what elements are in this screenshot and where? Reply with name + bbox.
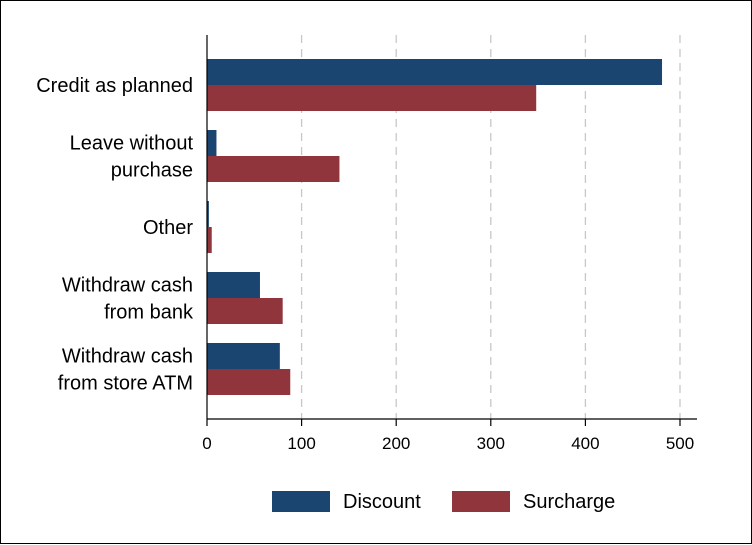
bar-discount-4	[207, 343, 280, 369]
category-labels: Credit as planned Leave without purchase Ot…	[36, 75, 194, 395]
tick-label-100: 100	[287, 434, 315, 453]
category-label-0-0: Credit as planned	[36, 75, 193, 97]
tick-label-200: 200	[382, 434, 410, 453]
category-label-4-1: from store ATM	[58, 373, 193, 395]
bars	[207, 59, 663, 395]
tick-label-0: 0	[202, 434, 211, 453]
bar-surcharge-3	[207, 298, 283, 324]
tick-label-400: 400	[571, 434, 599, 453]
legend: Discount Surcharge	[272, 491, 615, 513]
x-ticks: 0 100 200 300 400 500	[202, 419, 694, 453]
category-label-3-0: Withdraw cash	[62, 275, 193, 297]
category-label-1-0: Leave without	[70, 133, 194, 155]
legend-swatch-discount	[272, 491, 330, 512]
bar-discount-0	[207, 59, 663, 85]
tick-label-500: 500	[666, 434, 694, 453]
category-label-4-0: Withdraw cash	[62, 346, 193, 368]
axes	[206, 35, 697, 420]
legend-label-surcharge: Surcharge	[523, 491, 615, 513]
bar-discount-2	[207, 201, 209, 227]
legend-label-discount: Discount	[343, 491, 421, 513]
legend-swatch-surcharge	[452, 491, 510, 512]
bar-discount-1	[207, 130, 217, 156]
bar-surcharge-4	[207, 369, 291, 395]
category-label-2-0: Other	[143, 217, 193, 239]
tick-label-300: 300	[477, 434, 505, 453]
category-label-3-1: from bank	[104, 302, 194, 324]
bar-surcharge-0	[207, 85, 537, 111]
category-label-1-1: purchase	[111, 160, 193, 182]
bar-surcharge-1	[207, 156, 340, 182]
bar-surcharge-2	[207, 227, 212, 253]
bar-discount-3	[207, 272, 260, 298]
